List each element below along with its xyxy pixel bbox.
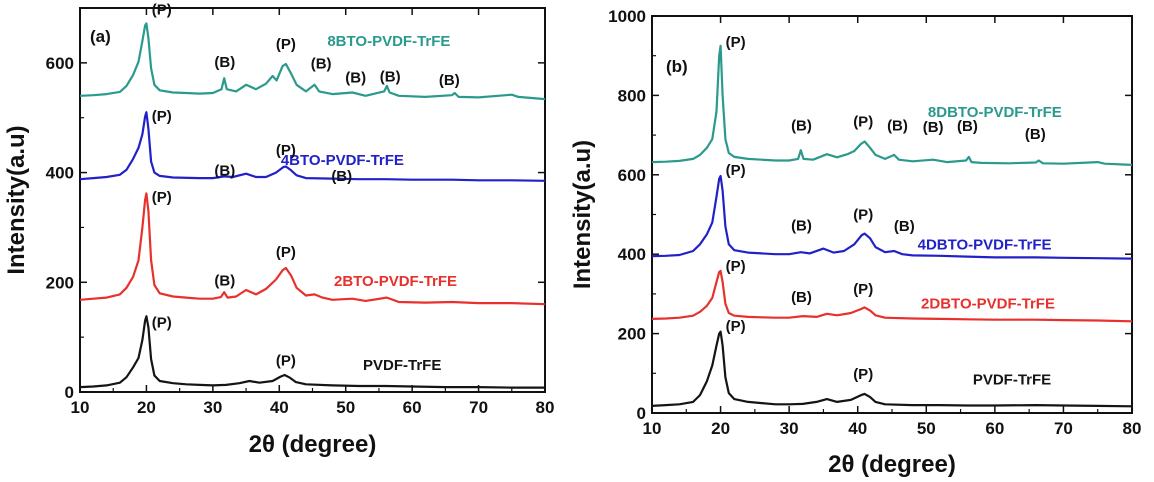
y-tick-label: 200 [618, 325, 646, 344]
peak-annotation: (P) [726, 318, 746, 335]
y-tick-label: 200 [46, 273, 74, 292]
series-label: PVDF-TrFE [363, 357, 441, 374]
y-axis-title: Intensity(a.u) [3, 125, 30, 274]
peak-annotation: (P) [152, 314, 172, 331]
x-tick-label: 50 [336, 398, 355, 417]
series-label: 2DBTO-PVDF-TrFE [921, 296, 1055, 313]
peak-annotation: (P) [276, 244, 296, 261]
panel-label: (b) [666, 57, 688, 76]
panel-label: (a) [90, 27, 111, 46]
peak-annotation: (P) [726, 34, 746, 51]
x-tick-label: 80 [536, 398, 555, 417]
peak-annotation: (B) [791, 117, 812, 134]
series-line-4dbto-pvdf-trfe [651, 174, 1133, 260]
x-tick-label: 80 [1123, 419, 1142, 438]
x-axis-title: 2θ (degree) [828, 451, 956, 478]
peak-annotation: (B) [791, 289, 812, 306]
x-tick-label: 70 [1054, 419, 1073, 438]
peak-annotation: (B) [380, 69, 401, 86]
x-tick-label: 40 [270, 398, 289, 417]
peak-annotation: (B) [957, 118, 978, 135]
x-tick-label: 60 [403, 398, 422, 417]
peak-annotation: (B) [439, 72, 460, 89]
peak-annotation: (B) [331, 168, 352, 185]
y-tick-label: 600 [46, 54, 74, 73]
peak-annotation: (B) [923, 119, 944, 136]
peak-annotation: (P) [853, 366, 873, 383]
peak-annotation: (B) [894, 218, 915, 235]
series-line-4bto-pvdf-trfe [79, 111, 546, 182]
series-line-pvdf-trfe [651, 330, 1133, 408]
x-axis-title: 2θ (degree) [249, 431, 377, 458]
series-label: 2BTO-PVDF-TrFE [334, 273, 457, 290]
series-label: 4DBTO-PVDF-TrFE [918, 236, 1052, 253]
peak-annotation: (P) [276, 142, 296, 159]
peak-annotation: (B) [791, 217, 812, 234]
x-tick-label: 60 [985, 419, 1004, 438]
series-line-8dbto-pvdf-trfe [651, 44, 1133, 166]
x-tick-label: 10 [643, 419, 662, 438]
y-tick-label: 0 [65, 383, 74, 402]
x-tick-label: 20 [711, 419, 730, 438]
peak-annotation: (B) [345, 70, 366, 87]
series-line-2dbto-pvdf-trfe [651, 269, 1133, 323]
y-tick-label: 400 [618, 245, 646, 264]
series-label: PVDF-TrFE [973, 371, 1051, 388]
series-label: 8BTO-PVDF-TrFE [327, 33, 450, 50]
peak-annotation: (P) [152, 189, 172, 206]
peak-annotation: (B) [214, 273, 235, 290]
peak-annotation: (P) [853, 206, 873, 223]
x-tick-label: 70 [469, 398, 488, 417]
x-tick-label: 10 [71, 398, 90, 417]
x-tick-label: 30 [203, 398, 222, 417]
peak-annotation: (P) [152, 108, 172, 125]
peak-annotation: (B) [1025, 126, 1046, 143]
peak-annotation: (P) [726, 258, 746, 275]
peak-annotation: (P) [152, 2, 172, 19]
peak-annotation: (P) [853, 281, 873, 298]
series-line-2bto-pvdf-trfe [79, 192, 546, 306]
y-tick-label: 1000 [608, 7, 646, 26]
x-tick-label: 20 [137, 398, 156, 417]
peak-annotation: (P) [726, 162, 746, 179]
panel-a: 10 20 30 40 50 60 70 80 0 200 400 600 2θ (degree) Int… [3, 2, 554, 458]
peak-annotation: (P) [853, 113, 873, 130]
y-tick-label: 0 [637, 404, 646, 423]
series-label: 4BTO-PVDF-TrFE [281, 152, 404, 169]
peak-annotation: (P) [276, 36, 296, 53]
series-line-8bto-pvdf-trfe [79, 22, 546, 101]
peak-annotation: (P) [276, 353, 296, 370]
x-tick-label: 30 [780, 419, 799, 438]
peak-annotation: (B) [214, 54, 235, 71]
series-line-pvdf-trfe [79, 315, 545, 389]
series-label: 8DBTO-PVDF-TrFE [928, 104, 1062, 121]
x-tick-label: 40 [848, 419, 867, 438]
peak-annotation: (B) [887, 117, 908, 134]
peak-annotation: (B) [311, 55, 332, 72]
peak-annotation: (B) [214, 162, 235, 179]
y-tick-label: 400 [46, 164, 74, 183]
y-tick-label: 800 [618, 86, 646, 105]
y-tick-label: 600 [618, 166, 646, 185]
x-tick-label: 50 [917, 419, 936, 438]
y-axis-title: Intensity(a.u) [569, 140, 596, 289]
